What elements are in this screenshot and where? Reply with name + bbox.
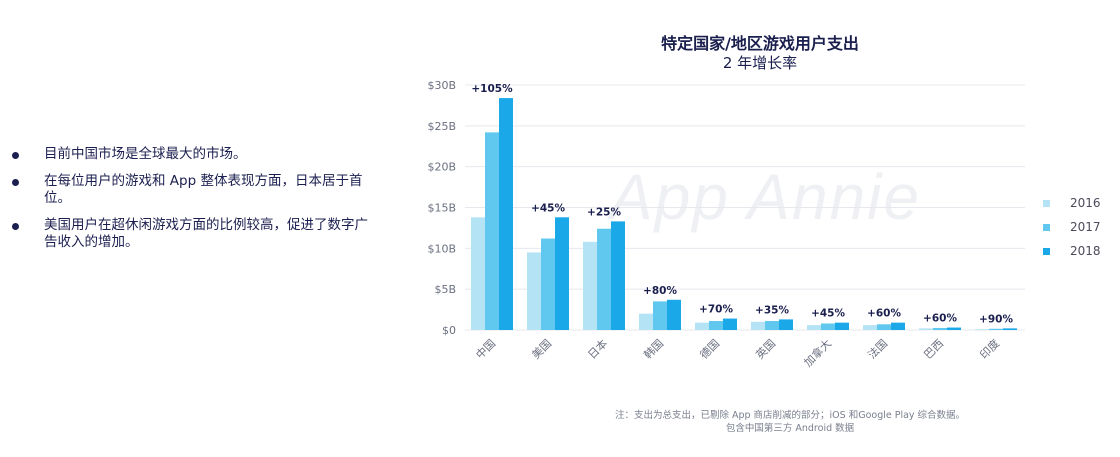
bullet-item: 在每位用户的游戏和 App 整体表现方面，日本居于首位。 <box>12 173 372 207</box>
bar <box>471 217 485 330</box>
bar <box>639 313 653 330</box>
bar <box>975 329 989 330</box>
growth-label: +35% <box>755 304 789 316</box>
legend-item-2016: 2016 <box>1043 191 1101 215</box>
x-tick-label: 美国 <box>529 337 554 362</box>
growth-label: +60% <box>923 313 957 325</box>
x-tick-label: 英国 <box>753 336 778 361</box>
chart-subtitle: 2 年增长率 <box>722 54 798 72</box>
bar <box>1003 328 1017 330</box>
chart-legend: 2016 2017 2018 <box>1043 191 1101 263</box>
bar <box>597 228 611 330</box>
x-tick-label: 日本 <box>585 336 610 361</box>
growth-label: +45% <box>531 202 565 214</box>
growth-label: +25% <box>587 206 621 218</box>
x-tick-label: 巴西 <box>921 337 946 362</box>
footnote-line: 包含中国第三方 Android 数据 <box>725 423 855 434</box>
bar <box>667 299 681 330</box>
bar <box>807 325 821 330</box>
x-tick-label: 德国 <box>697 336 722 361</box>
bar <box>541 238 555 330</box>
y-tick-label: $5B <box>434 283 456 296</box>
bar <box>947 327 961 330</box>
bar <box>695 322 709 330</box>
y-tick-label: $10B <box>427 242 456 255</box>
growth-label: +60% <box>867 308 901 320</box>
y-tick-label: $30B <box>427 79 456 92</box>
x-tick-label: 韩国 <box>641 336 666 361</box>
legend-swatch <box>1043 199 1050 207</box>
bar <box>877 324 891 330</box>
y-tick-label: $0 <box>442 324 456 337</box>
watermark-logo: App Annie <box>610 161 921 233</box>
growth-label: +90% <box>979 313 1013 325</box>
bullet-item: 美国用户在超休闲游戏方面的比例较高，促进了数字广告收入的增加。 <box>12 217 372 251</box>
x-tick-label: 法国 <box>865 336 890 361</box>
bar <box>499 98 513 330</box>
legend-label: 2017 <box>1070 220 1101 234</box>
bar <box>891 322 905 330</box>
bar <box>653 301 667 330</box>
bar <box>709 321 723 330</box>
bar <box>989 328 1003 330</box>
legend-item-2018: 2018 <box>1043 239 1101 263</box>
growth-label: +105% <box>471 83 513 95</box>
bar <box>863 325 877 330</box>
growth-label: +70% <box>699 304 733 316</box>
x-tick-label: 印度 <box>977 336 1002 361</box>
bar <box>527 252 541 330</box>
bar <box>583 241 597 330</box>
x-tick-label: 中国 <box>473 337 498 362</box>
bar <box>611 221 625 330</box>
bar <box>485 132 499 330</box>
y-tick-label: $20B <box>427 161 456 174</box>
bar <box>555 217 569 330</box>
x-tick-label: 加拿大 <box>801 336 834 369</box>
bar <box>835 322 849 330</box>
y-tick-label: $25B <box>427 120 456 133</box>
bar <box>765 321 779 330</box>
bar <box>821 323 835 330</box>
bar <box>751 321 765 330</box>
legend-label: 2016 <box>1070 196 1101 210</box>
bar <box>723 318 737 330</box>
bar <box>779 319 793 330</box>
legend-label: 2018 <box>1070 244 1101 258</box>
growth-label: +45% <box>811 308 845 320</box>
chart-title: 特定国家/地区游戏用户支出 <box>661 34 859 53</box>
growth-label: +80% <box>643 285 677 297</box>
bullet-item: 目前中国市场是全球最大的市场。 <box>12 146 372 163</box>
key-points-list: 目前中国市场是全球最大的市场。 在每位用户的游戏和 App 整体表现方面，日本居… <box>12 146 372 261</box>
legend-swatch <box>1043 223 1050 231</box>
bar <box>933 327 947 330</box>
footnote-line: 注：支出为总支出，已剔除 App 商店削减的部分；iOS 和Google Pla… <box>614 410 966 421</box>
legend-swatch <box>1043 247 1050 255</box>
legend-item-2017: 2017 <box>1043 215 1101 239</box>
y-tick-label: $15B <box>427 202 456 215</box>
bar <box>919 328 933 330</box>
